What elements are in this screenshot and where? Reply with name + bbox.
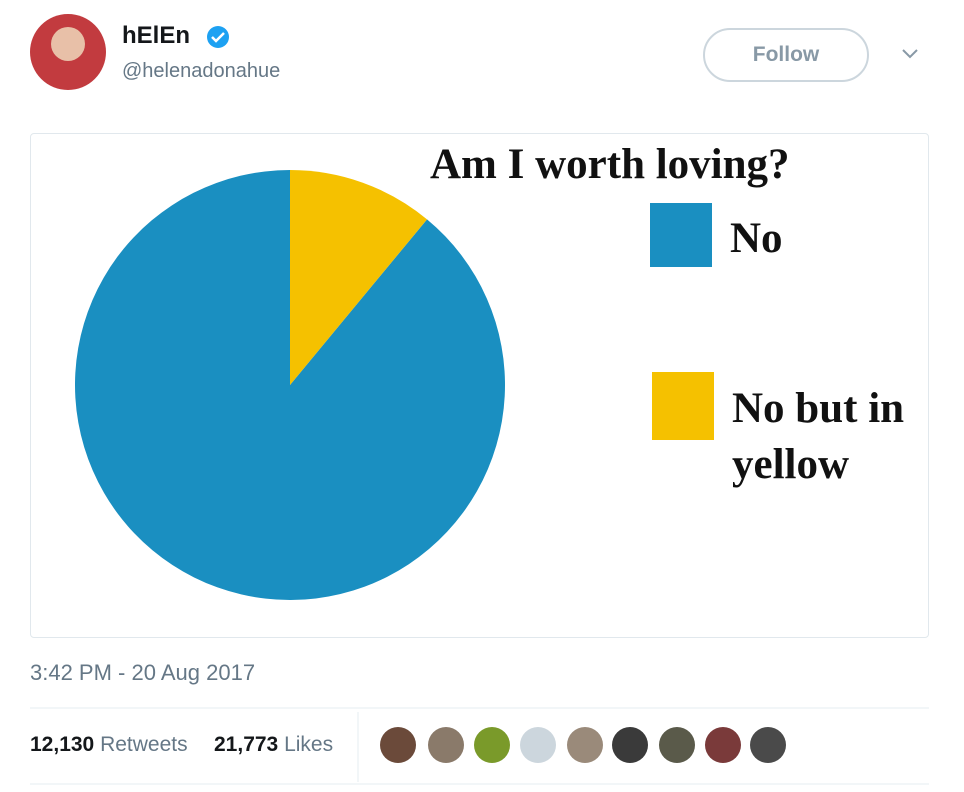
liker-avatar[interactable] bbox=[428, 727, 464, 763]
chart-title: Am I worth loving? bbox=[430, 141, 790, 188]
pie-chart bbox=[74, 170, 505, 600]
follow-button[interactable]: Follow bbox=[703, 28, 869, 82]
timestamp[interactable]: 3:42 PM - 20 Aug 2017 bbox=[30, 660, 256, 685]
liker-avatar[interactable] bbox=[474, 727, 510, 763]
verified-check bbox=[211, 32, 225, 43]
pie-slice bbox=[290, 170, 428, 385]
avatar-face bbox=[51, 27, 85, 61]
liker-avatar[interactable] bbox=[520, 727, 556, 763]
like-stat[interactable]: 21,773 Likes bbox=[214, 733, 333, 757]
retweet-label: Retweets bbox=[100, 733, 188, 756]
liker-avatar[interactable] bbox=[567, 727, 603, 763]
liker-avatar[interactable] bbox=[750, 727, 786, 763]
legend-swatch bbox=[650, 203, 712, 267]
display-name[interactable]: hElEn bbox=[122, 22, 191, 49]
liker-avatar[interactable] bbox=[705, 727, 741, 763]
legend-label: No but in yellow bbox=[732, 385, 905, 488]
like-label: Likes bbox=[284, 733, 334, 756]
legend-swatch bbox=[652, 372, 714, 440]
retweet-count: 12,130 bbox=[30, 733, 95, 756]
legend-label: No bbox=[730, 215, 783, 262]
image-frame[interactable] bbox=[30, 133, 929, 638]
liker-avatars bbox=[380, 727, 786, 763]
retweet-stat[interactable]: 12,130 Retweets bbox=[30, 733, 188, 757]
verified-badge bbox=[207, 26, 229, 48]
liker-avatar[interactable] bbox=[612, 727, 648, 763]
liker-avatar[interactable] bbox=[380, 727, 416, 763]
handle[interactable]: @helenadonahue bbox=[122, 60, 281, 82]
liker-avatar[interactable] bbox=[659, 727, 695, 763]
like-count: 21,773 bbox=[214, 733, 279, 756]
menu-chevron[interactable] bbox=[902, 49, 918, 59]
